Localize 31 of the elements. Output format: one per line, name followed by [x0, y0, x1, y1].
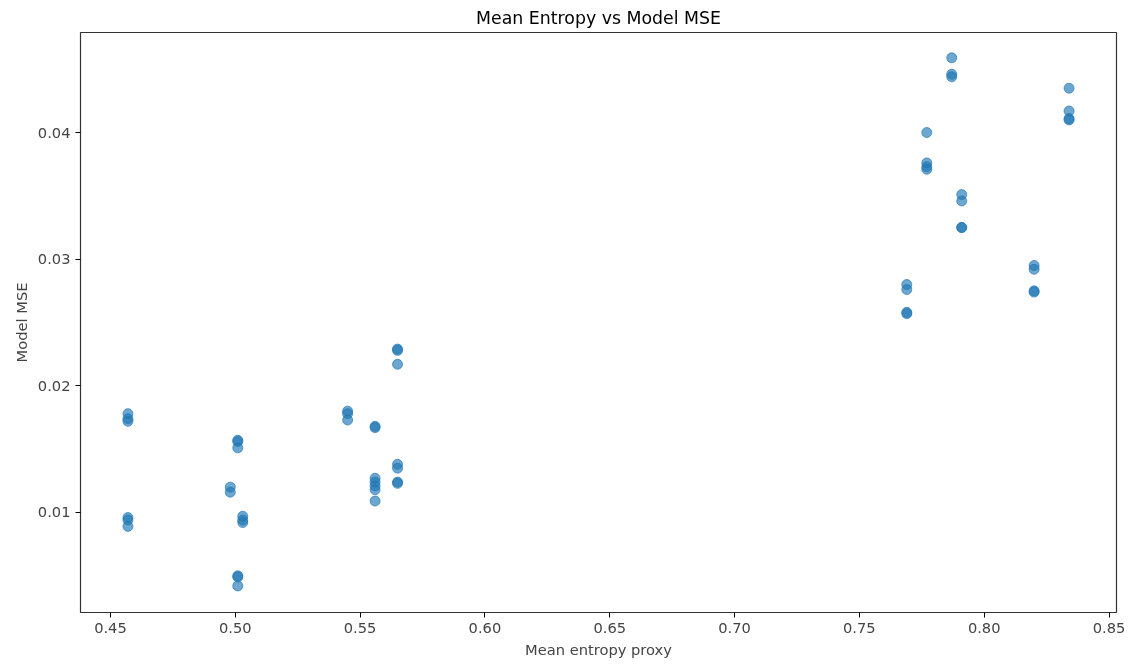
x-tick-label: 0.80 — [967, 618, 1001, 636]
point — [232, 442, 244, 454]
point — [901, 284, 913, 296]
x-tick-label: 0.65 — [593, 618, 627, 636]
point — [369, 484, 381, 496]
point — [122, 520, 134, 532]
chart-title: Mean Entropy vs Model MSE — [476, 7, 721, 28]
point — [956, 195, 968, 207]
point — [392, 462, 404, 474]
point — [232, 580, 244, 592]
point — [369, 495, 381, 507]
x-tick-label: 0.75 — [843, 618, 876, 636]
x-axis-title: Mean entropy proxy — [525, 640, 673, 658]
point — [342, 414, 354, 426]
point — [1028, 263, 1040, 275]
y-tick-label: 0.02 — [37, 376, 71, 394]
y-axis-title: Model MSE — [12, 282, 30, 363]
x-tick-label: 0.60 — [468, 618, 502, 636]
y-tick-label: 0.01 — [37, 503, 71, 521]
point — [1063, 82, 1075, 94]
x-tick-label: 0.45 — [94, 618, 127, 636]
point — [921, 127, 933, 139]
point — [946, 52, 958, 64]
y-tick-label: 0.03 — [37, 250, 71, 268]
x-tick-label: 0.70 — [718, 618, 751, 636]
x-tick-label: 0.85 — [1092, 618, 1126, 636]
point — [392, 358, 404, 370]
point — [224, 486, 236, 498]
x-tick-label: 0.50 — [218, 618, 252, 636]
x-tick-label: 0.55 — [343, 618, 377, 636]
y-tick-label: 0.04 — [37, 123, 71, 141]
